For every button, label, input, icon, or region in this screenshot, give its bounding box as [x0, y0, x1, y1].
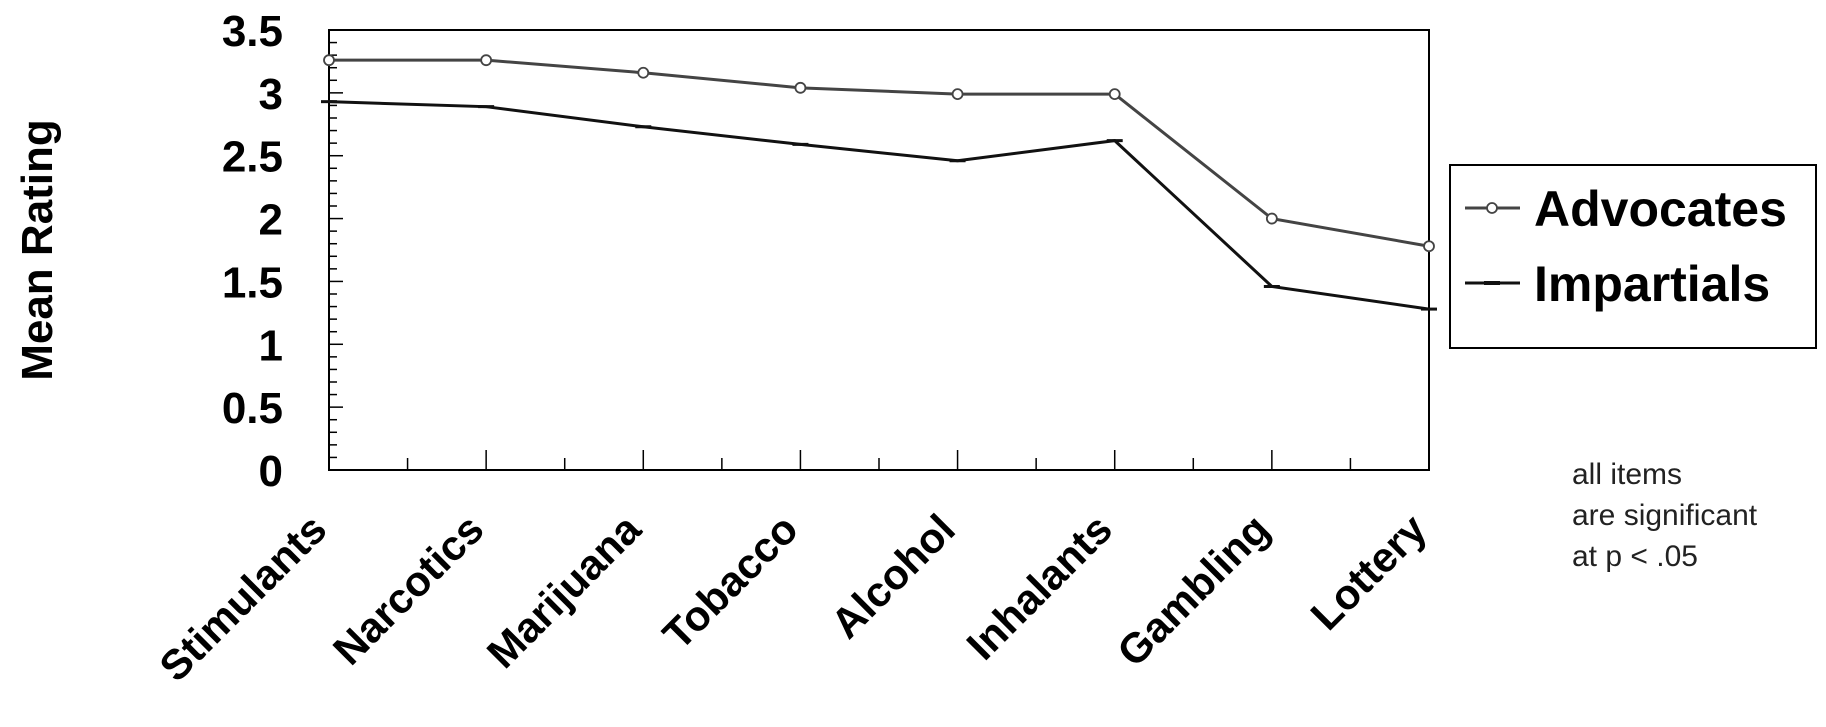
- y-tick-label: 2.5: [222, 133, 283, 182]
- series-advocates: [323, 54, 1435, 253]
- legend-label: Impartials: [1534, 256, 1770, 312]
- y-tick-label: 0.5: [222, 384, 283, 433]
- x-category-label: Gambling: [1108, 505, 1278, 675]
- y-tick-label: 1: [259, 321, 283, 370]
- y-axis-labels: 0 0.5 1 1.5 2 2.5 3 3.5: [222, 7, 283, 496]
- y-tick-label: 1.5: [222, 258, 283, 307]
- y-tick-label: 3.5: [222, 7, 283, 56]
- legend: Advocates Impartials: [1449, 164, 1817, 349]
- y-axis-ticks: [329, 29, 343, 471]
- legend-label: Advocates: [1534, 181, 1787, 237]
- y-tick-label: 3: [259, 70, 283, 119]
- data-point: [323, 54, 335, 67]
- x-category-label: Inhalants: [957, 505, 1121, 669]
- x-category-label: Tobacco: [654, 505, 807, 658]
- note-line: at p < .05: [1572, 540, 1698, 573]
- significance-note: all items are significant at p < .05: [1572, 458, 1758, 573]
- x-axis-ticks: [328, 450, 1430, 470]
- series-line: [328, 100, 1430, 311]
- plot-area: [328, 29, 1430, 471]
- data-point: [951, 88, 964, 101]
- series-line: [329, 58, 1430, 248]
- series-layer: [321, 54, 1437, 311]
- note-line: all items: [1572, 458, 1682, 491]
- x-category-label: Narcotics: [324, 505, 493, 674]
- x-category-label: Stimulants: [150, 505, 335, 690]
- legend-item-advocates: Advocates: [1465, 181, 1787, 237]
- legend-item-impartials: Impartials: [1465, 256, 1770, 312]
- legend-marker: [1486, 202, 1498, 214]
- data-point: [637, 66, 650, 79]
- data-point: [794, 81, 807, 94]
- x-category-label: Lottery: [1301, 505, 1435, 639]
- y-tick-label: 2: [259, 196, 283, 245]
- data-point: [1423, 240, 1435, 253]
- x-category-label: Marijuana: [478, 505, 650, 677]
- note-line: are significant: [1572, 499, 1758, 532]
- data-point: [1265, 212, 1278, 225]
- data-point: [1108, 88, 1121, 101]
- y-axis-title: Mean Rating: [13, 119, 62, 381]
- legend-box: [1449, 164, 1817, 349]
- data-point: [480, 54, 493, 67]
- x-category-label: Alcohol: [822, 505, 964, 647]
- y-tick-label: 0: [259, 447, 283, 496]
- series-impartials: [321, 100, 1437, 311]
